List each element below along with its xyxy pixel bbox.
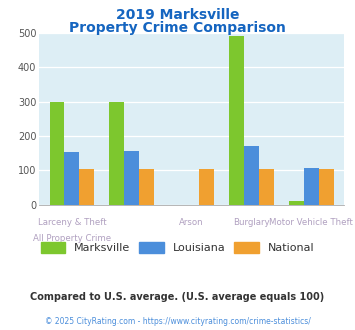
Bar <box>319 169 334 205</box>
Bar <box>139 169 154 205</box>
Bar <box>199 169 214 205</box>
Text: Compared to U.S. average. (U.S. average equals 100): Compared to U.S. average. (U.S. average … <box>31 292 324 302</box>
Bar <box>229 36 244 205</box>
Bar <box>289 201 304 205</box>
Bar <box>244 146 259 205</box>
Text: 2019 Marksville: 2019 Marksville <box>116 8 239 22</box>
Bar <box>259 169 274 205</box>
Bar <box>80 169 94 205</box>
Text: Arson: Arson <box>179 218 204 227</box>
Bar <box>124 151 139 205</box>
Text: Burglary: Burglary <box>233 218 270 227</box>
Bar <box>109 102 124 205</box>
Text: Property Crime Comparison: Property Crime Comparison <box>69 21 286 35</box>
Bar <box>65 152 80 205</box>
Text: Larceny & Theft: Larceny & Theft <box>38 218 106 227</box>
Bar <box>304 168 319 205</box>
Text: © 2025 CityRating.com - https://www.cityrating.com/crime-statistics/: © 2025 CityRating.com - https://www.city… <box>45 317 310 326</box>
Text: All Property Crime: All Property Crime <box>33 234 111 243</box>
Legend: Marksville, Louisiana, National: Marksville, Louisiana, National <box>41 242 314 253</box>
Bar <box>50 102 65 205</box>
Text: Motor Vehicle Theft: Motor Vehicle Theft <box>269 218 353 227</box>
